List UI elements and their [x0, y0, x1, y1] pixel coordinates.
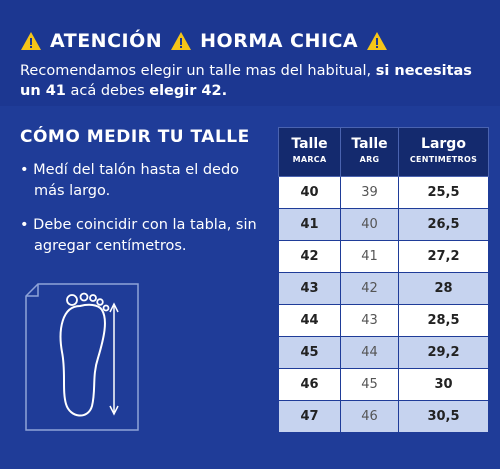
table-cell: 30 [398, 368, 489, 401]
table-row: 45 44 29,2 [278, 336, 489, 369]
column-sub: MARCA [292, 155, 327, 164]
size-table: Talle MARCA Talle ARG Largo CENTIMETROS 40 39 25… [278, 127, 489, 433]
table-cell: 43 [340, 304, 399, 337]
header-band [0, 0, 500, 106]
table-cell: 42 [278, 240, 341, 273]
table-row: 42 41 27,2 [278, 240, 489, 273]
table-cell: 29,2 [398, 336, 489, 369]
table-row: 40 39 25,5 [278, 176, 489, 209]
table-row: 46 45 30 [278, 368, 489, 401]
table-cell: 47 [278, 400, 341, 433]
column-sub: ARG [359, 155, 380, 164]
bullet-text: Medí del talón hasta el dedo más largo. [33, 162, 240, 199]
table-row: 41 40 26,5 [278, 208, 489, 241]
table-cell: 40 [340, 208, 399, 241]
column-sub: CENTIMETROS [409, 155, 478, 164]
column-label: Talle [291, 136, 328, 152]
table-cell: 39 [340, 176, 399, 209]
table-cell: 44 [340, 336, 399, 369]
text: Recomendamos elegir un talle mas del hab… [20, 63, 376, 79]
bullet-dot: • [20, 162, 34, 178]
foot-illustration [25, 283, 139, 431]
table-cell: 28 [398, 272, 489, 305]
warning-icon [21, 32, 41, 50]
table-cell: 27,2 [398, 240, 489, 273]
table-cell: 40 [278, 176, 341, 209]
warning-icon [171, 32, 192, 50]
table-row: 47 46 30,5 [278, 400, 489, 433]
table-cell: 44 [278, 304, 341, 337]
column-header: Talle ARG [340, 127, 399, 177]
bullet: • Debe coincidir con la tabla, sin agreg… [20, 215, 274, 257]
column-label: Largo [421, 136, 466, 152]
table-cell: 41 [278, 208, 341, 241]
notice-text: Recomendamos elegir un talle mas del hab… [20, 61, 490, 101]
column-header: Largo CENTIMETROS [398, 127, 489, 177]
warning-title: ATENCIÓN HORMA CHICA [20, 30, 388, 52]
table-cell: 45 [278, 336, 341, 369]
table-cell: 26,5 [398, 208, 489, 241]
column-label: Talle [351, 136, 388, 152]
warning-icon [367, 32, 388, 50]
text-bold: elegir 42. [149, 83, 228, 99]
table-cell: 28,5 [398, 304, 489, 337]
title-part: ATENCIÓN [50, 30, 163, 52]
table-cell: 46 [340, 400, 399, 433]
bullet: • Medí del talón hasta el dedo más largo… [20, 160, 274, 202]
bullet-text: Debe coincidir con la tabla, sin agregar… [33, 217, 257, 254]
bullet-dot: • [20, 217, 34, 233]
text: acá debes [65, 83, 150, 99]
table-cell: 42 [340, 272, 399, 305]
text-bold: si necesitas un 41 [20, 63, 477, 99]
table-cell: 43 [278, 272, 341, 305]
title-part: HORMA CHICA [200, 30, 359, 52]
table-row: 44 43 28,5 [278, 304, 489, 337]
measure-title: CÓMO MEDIR TU TALLE [20, 127, 250, 147]
column-header: Talle MARCA [278, 127, 341, 177]
table-cell: 45 [340, 368, 399, 401]
table-cell: 25,5 [398, 176, 489, 209]
table-cell: 41 [340, 240, 399, 273]
table-cell: 30,5 [398, 400, 489, 433]
table-row: 43 42 28 [278, 272, 489, 305]
table-cell: 46 [278, 368, 341, 401]
